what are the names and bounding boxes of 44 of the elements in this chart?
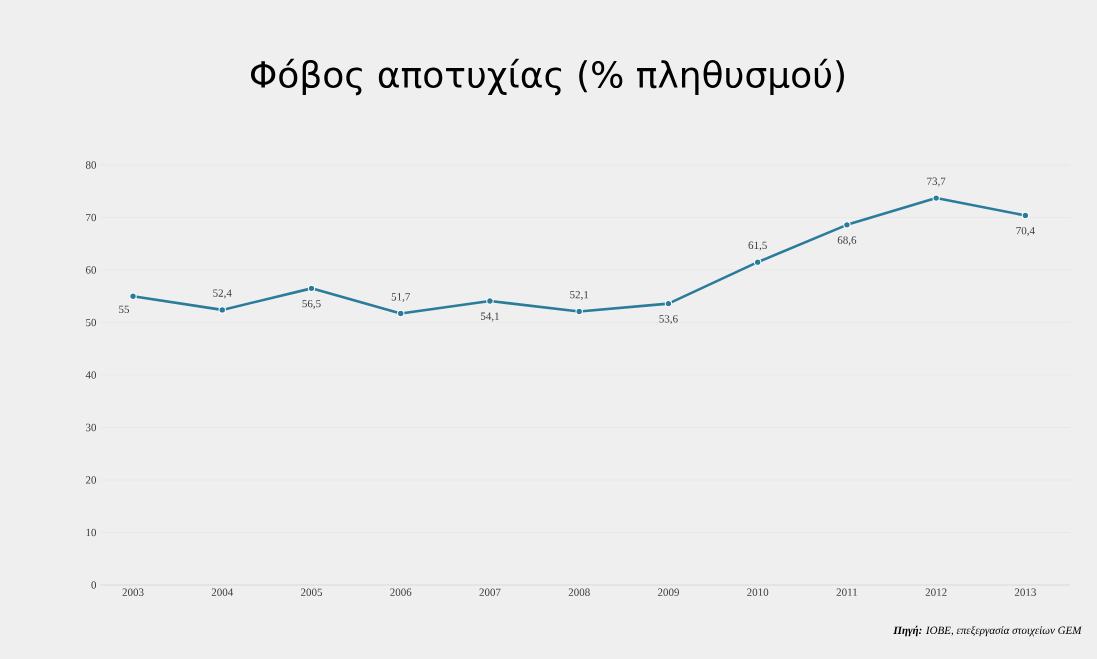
y-tick-label: 10 <box>86 528 97 537</box>
data-label: 73,7 <box>927 177 946 187</box>
point <box>843 221 851 229</box>
point <box>218 306 226 314</box>
data-label: 52,4 <box>213 289 232 299</box>
data-label: 51,7 <box>391 293 411 303</box>
x-tick-label: 2012 <box>925 588 947 596</box>
y-tick-label: 50 <box>86 318 97 327</box>
x-tick-label: 2013 <box>1014 588 1036 596</box>
y-tick-label: 40 <box>85 371 97 379</box>
data-label: 52,1 <box>570 290 589 300</box>
data-label: 53,6 <box>659 315 678 325</box>
y-tick-label: 70 <box>86 213 97 222</box>
data-label: 56,5 <box>302 299 321 309</box>
y-tick-label: 30 <box>86 423 97 432</box>
y-tick-label: 60 <box>85 266 97 274</box>
point <box>932 194 940 202</box>
point <box>1021 211 1030 220</box>
x-tick-label: 2004 <box>211 588 234 596</box>
y-tick-label: 80 <box>85 161 97 169</box>
data-label: 55 <box>119 305 130 314</box>
data-label: 61,5 <box>748 241 767 251</box>
x-tick-label: 2011 <box>836 588 858 596</box>
point <box>486 297 494 305</box>
point <box>129 292 137 300</box>
x-tick-label: 2006 <box>390 588 412 596</box>
point <box>307 284 316 293</box>
y-tick-label: 20 <box>85 476 97 484</box>
y-tick-label: 0 <box>91 581 97 589</box>
x-tick-label: 2009 <box>657 588 679 596</box>
data-label: 68,6 <box>837 236 857 246</box>
point <box>753 258 762 266</box>
chart-title: Φόβος αποτυχίας (% πληθυσμού) <box>250 58 844 96</box>
data-label: 70,4 <box>1016 226 1035 236</box>
x-tick-label: 2007 <box>479 588 501 596</box>
text: Πηγή: ΙΟΒΕ, επεξεργασία στοιχείων GEM <box>893 625 1082 637</box>
x-tick-label: 2003 <box>122 588 144 596</box>
point <box>664 299 673 308</box>
point <box>575 307 583 316</box>
data-label: 54,1 <box>480 312 499 322</box>
x-tick-label: 2005 <box>300 588 323 596</box>
x-tick-label: 2010 <box>747 588 769 596</box>
x-tick-label: 2008 <box>568 588 590 596</box>
point <box>397 309 405 318</box>
